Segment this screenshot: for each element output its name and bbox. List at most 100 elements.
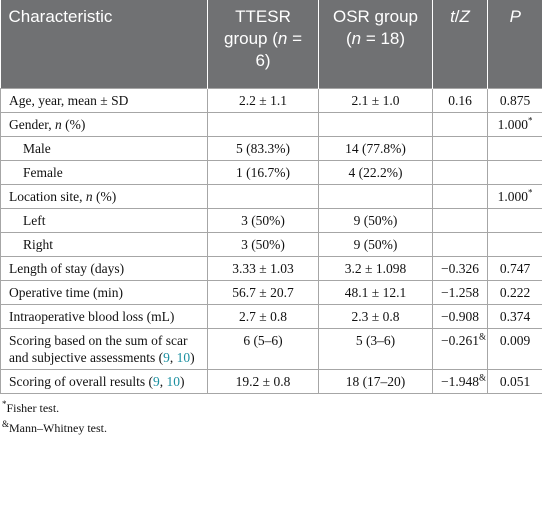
table-cell: −0.908 [432,303,488,329]
table-cell: 1 (16.7%) [207,159,319,185]
header-text: / [454,7,460,26]
table-cell: 0.222 [487,279,542,305]
header-row: Characteristic TTESR group (n = 6) OSR g… [0,0,542,88]
header-cell: t/Z [432,0,488,88]
cell-text: −0.326 [441,260,479,276]
table-cell: 0.051 [487,368,542,394]
table-cell: 0.16 [432,87,488,113]
table-cell: 0.374 [487,303,542,329]
table-cell: 48.1 ± 12.1 [318,279,433,305]
cell-text: & [479,331,487,341]
table-cell: 0.009 [487,327,542,370]
table-cell: Scoring of overall results (9, 10) [0,368,208,394]
table-cell: 3.33 ± 1.03 [207,255,319,281]
table-cell [432,207,488,233]
cell-text: 2.1 ± 1.0 [351,92,400,108]
cell-text: 19.2 ± 0.8 [235,373,291,389]
table-row: Gender, n (%) 1.000* [0,111,542,137]
table-cell [487,135,542,161]
table-cell [432,183,488,209]
cell-text: 3 (50%) [241,236,285,252]
cell-text: Female [23,164,63,180]
table-cell: 3 (50%) [207,207,319,233]
table-cell: 56.7 ± 20.7 [207,279,319,305]
table-cell [318,183,433,209]
data-table: Characteristic TTESR group (n = 6) OSR g… [0,0,542,394]
cell-text: Gender, [9,116,55,132]
cell-text: Age, year, mean ± SD [9,92,129,108]
cell-text: 3 (50%) [241,212,285,228]
cell-text: * [527,187,533,197]
cell-text: 0.747 [499,260,531,276]
table-cell: Intraoperative blood loss (mL) [0,303,208,329]
table-row: Age, year, mean ± SD 2.2 ± 1.1 2.1 ± 1.0 0.… [0,87,542,113]
header-text: t [450,7,455,26]
cell-text: 6 (5–6) [243,332,283,348]
table-row: Female 1 (16.7%) 4 (22.2%) [0,159,542,185]
table-cell: 4 (22.2%) [318,159,433,185]
table-cell: 5 (83.3%) [207,135,319,161]
table-cell: 2.3 ± 0.8 [318,303,433,329]
table-cell [432,231,488,257]
footnote: *Fisher test. [2,398,542,418]
cell-text: 9 [163,349,170,365]
table-cell [487,159,542,185]
cell-text: 18 (17–20) [345,373,406,389]
cell-text: 2.2 ± 1.1 [239,92,287,108]
cell-text: Intraoperative blood loss (mL) [9,308,175,324]
cell-text: 9 (50%) [353,212,398,228]
cell-text: 3.2 ± 1.098 [344,260,407,276]
table-cell: −1.258 [432,279,488,305]
cell-text: 0.16 [448,92,472,108]
table-cell: 1.000* [487,111,542,137]
table-body: Age, year, mean ± SD 2.2 ± 1.1 2.1 ± 1.0 0.… [0,87,542,394]
cell-text: 56.7 ± 20.7 [232,284,294,300]
table-row: Left 3 (50%) 9 (50%) [0,207,542,233]
header-cell: TTESR group (n = 6) [207,0,319,88]
cell-text: , [169,349,177,365]
cell-text: 0.222 [499,284,531,300]
table-cell: 0.875 [487,87,542,113]
table-cell: 18 (17–20) [318,368,433,394]
header-text: Characteristic [8,7,113,26]
header-text: = 18) [361,29,406,48]
cell-text: 1.000 [497,188,528,204]
table-cell [487,207,542,233]
table-cell: 0.747 [487,255,542,281]
cell-text: (%) [92,188,117,204]
cell-text: Operative time (min) [9,284,123,300]
cell-text: 2.7 ± 0.8 [239,308,287,324]
cell-text: 4 (22.2%) [348,164,403,180]
table-cell: Length of stay (days) [0,255,208,281]
cell-text: 3.33 ± 1.03 [232,260,294,276]
table-cell: Age, year, mean ± SD [0,87,208,113]
table-cell: 1.000* [487,183,542,209]
header-text: P [509,7,521,26]
header-text: TTESR group ( [224,7,291,48]
table-cell [432,111,488,137]
table-cell: 2.7 ± 0.8 [207,303,319,329]
table-cell: Left [0,207,208,233]
header-cell: Characteristic [0,0,208,88]
footnotes: *Fisher test. &Mann–Whitney test. [0,394,542,438]
table-cell: 14 (77.8%) [318,135,433,161]
cell-text: ) [190,349,195,365]
table-row: Intraoperative blood loss (mL) 2.7 ± 0.8 2… [0,303,542,329]
table-row: Scoring based on the sum of scar and sub… [0,327,542,370]
cell-text: 10 [166,373,180,389]
header-text: Z [459,7,470,26]
cell-text: n [54,116,62,132]
table-cell: −1.948& [432,368,488,394]
table-cell: −0.261& [432,327,488,370]
cell-text: 2.3 ± 0.8 [351,308,400,324]
cell-text: 5 (3–6) [355,332,396,348]
cell-text: 0.374 [499,308,531,324]
table-cell: Operative time (min) [0,279,208,305]
table-cell [318,111,433,137]
cell-text: −1.258 [441,284,479,300]
cell-text: Scoring based on the sum of scar and sub… [9,332,188,365]
table-cell: 3 (50%) [207,231,319,257]
table-cell: 9 (50%) [318,207,433,233]
table-cell: Location site, n (%) [0,183,208,209]
